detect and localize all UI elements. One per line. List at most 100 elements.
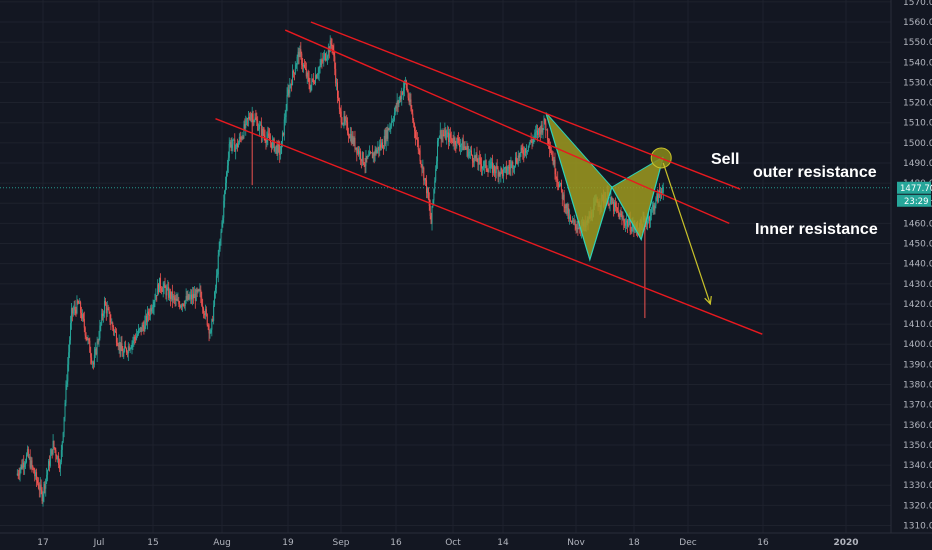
candle-body — [570, 216, 572, 221]
candle-body — [353, 137, 355, 144]
candle-body — [39, 484, 41, 491]
candle — [346, 114, 348, 131]
projection-arrow-head — [704, 295, 712, 306]
candle-body — [48, 461, 50, 471]
candle-body — [219, 238, 221, 249]
candle — [121, 335, 123, 352]
candle-body — [617, 211, 619, 213]
candle — [199, 283, 201, 298]
candle — [30, 456, 32, 470]
candle — [89, 337, 91, 353]
candle — [352, 131, 354, 147]
candle — [292, 64, 294, 86]
candle-body — [352, 135, 354, 144]
candle — [404, 76, 406, 85]
candle — [196, 287, 198, 298]
candle-body — [528, 143, 530, 146]
candle-body — [309, 85, 311, 91]
candle — [221, 220, 223, 233]
candle — [355, 147, 357, 151]
candle-body — [80, 302, 82, 313]
candle-body — [620, 213, 622, 216]
candle-body — [284, 116, 286, 120]
candle-body — [438, 136, 440, 139]
candle — [187, 290, 189, 302]
candle — [70, 315, 72, 345]
candle — [443, 128, 445, 137]
candle — [422, 159, 424, 174]
candle — [230, 137, 232, 152]
candle — [657, 189, 659, 204]
candle — [383, 129, 385, 150]
candle-body — [649, 215, 651, 221]
candle-body — [177, 300, 179, 302]
candle-body — [569, 216, 571, 219]
candle — [610, 190, 612, 205]
candle-body — [49, 455, 51, 466]
candle-body — [159, 277, 161, 289]
candle-body — [215, 275, 217, 288]
candle-body — [209, 332, 211, 334]
candle — [235, 144, 237, 160]
candle-body — [255, 117, 257, 120]
candle — [36, 476, 38, 486]
candle — [179, 301, 181, 310]
candle-body — [657, 194, 659, 202]
candle — [225, 176, 227, 195]
candle-body — [579, 227, 581, 230]
candle-body — [186, 296, 188, 300]
y-tick-label: 1310.00 — [903, 522, 932, 532]
candle — [430, 212, 432, 225]
candle — [519, 152, 521, 164]
outer-resistance-annotation: outer resistance — [753, 164, 877, 181]
candle-body — [226, 165, 228, 173]
candle-body — [69, 340, 71, 353]
axes — [0, 0, 932, 534]
candle-body — [301, 53, 303, 66]
candle — [140, 327, 142, 336]
candle-body — [355, 147, 357, 149]
candle — [326, 54, 328, 65]
candle-body — [183, 305, 185, 307]
candle — [211, 318, 213, 337]
candle — [20, 464, 22, 474]
candle — [244, 118, 246, 131]
candle-body — [278, 144, 280, 146]
candle — [294, 61, 296, 75]
candle — [527, 145, 529, 152]
candle-body — [341, 122, 343, 124]
candle-body — [370, 152, 372, 154]
candle-body — [442, 134, 444, 136]
candle-body — [337, 98, 339, 101]
candle — [83, 311, 85, 333]
candle — [371, 145, 373, 159]
candle-body — [242, 136, 244, 138]
candle-body — [100, 323, 102, 326]
candle-body — [500, 168, 502, 176]
candle-body — [114, 330, 116, 332]
candle — [378, 146, 380, 158]
candle-body — [425, 178, 427, 181]
candle — [470, 145, 472, 156]
candle — [59, 458, 61, 473]
candle — [125, 347, 127, 355]
candle-body — [204, 309, 206, 316]
candle-body — [200, 289, 202, 298]
candle-body — [448, 133, 450, 142]
candle — [305, 62, 307, 79]
candle-body — [366, 156, 368, 159]
candle — [170, 288, 172, 307]
candle — [571, 216, 573, 224]
candle — [349, 126, 351, 142]
candle-body — [578, 227, 580, 229]
candle-body — [509, 167, 511, 169]
candle — [358, 145, 360, 157]
candle — [431, 205, 433, 231]
candle — [353, 136, 355, 147]
candle — [509, 159, 511, 176]
candle-body — [180, 305, 182, 308]
candle — [544, 117, 546, 125]
candle-body — [201, 297, 203, 306]
